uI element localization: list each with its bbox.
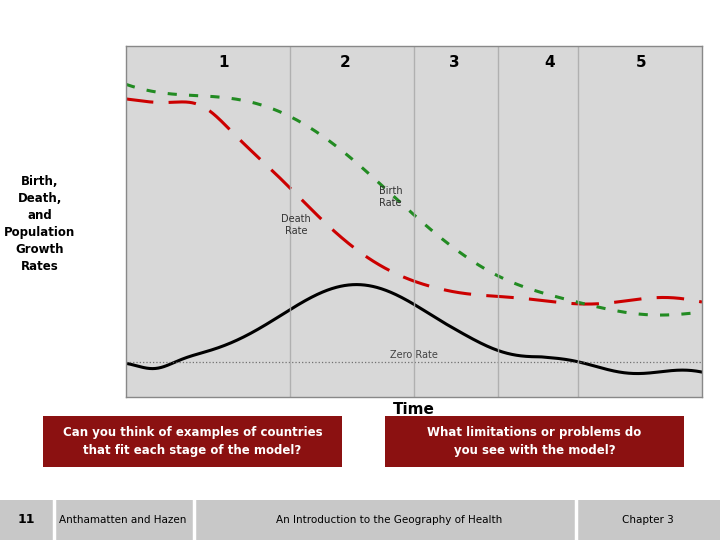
Text: 5: 5: [636, 55, 647, 70]
Text: 4: 4: [544, 55, 554, 70]
Text: Birth,
Death,
and
Population
Growth
Rates: Birth, Death, and Population Growth Rate…: [4, 175, 75, 273]
Text: Zero Rate: Zero Rate: [390, 350, 438, 360]
Text: An Introduction to the Geography of Health: An Introduction to the Geography of Heal…: [276, 515, 502, 525]
Text: Time: Time: [393, 402, 435, 417]
Text: Death
Rate: Death Rate: [281, 214, 311, 236]
Text: 1: 1: [219, 55, 229, 70]
Text: Can you think of examples of countries
that fit each stage of the model?: Can you think of examples of countries t…: [63, 426, 323, 457]
Text: 3: 3: [449, 55, 459, 70]
Text: Chapter 3: Chapter 3: [622, 515, 674, 525]
Text: 2: 2: [340, 55, 350, 70]
Text: Anthamatten and Hazen: Anthamatten and Hazen: [59, 515, 186, 525]
Text: 11: 11: [18, 513, 35, 526]
Text: Birth
Rate: Birth Rate: [379, 186, 403, 208]
Text: What limitations or problems do
you see with the model?: What limitations or problems do you see …: [428, 426, 642, 457]
